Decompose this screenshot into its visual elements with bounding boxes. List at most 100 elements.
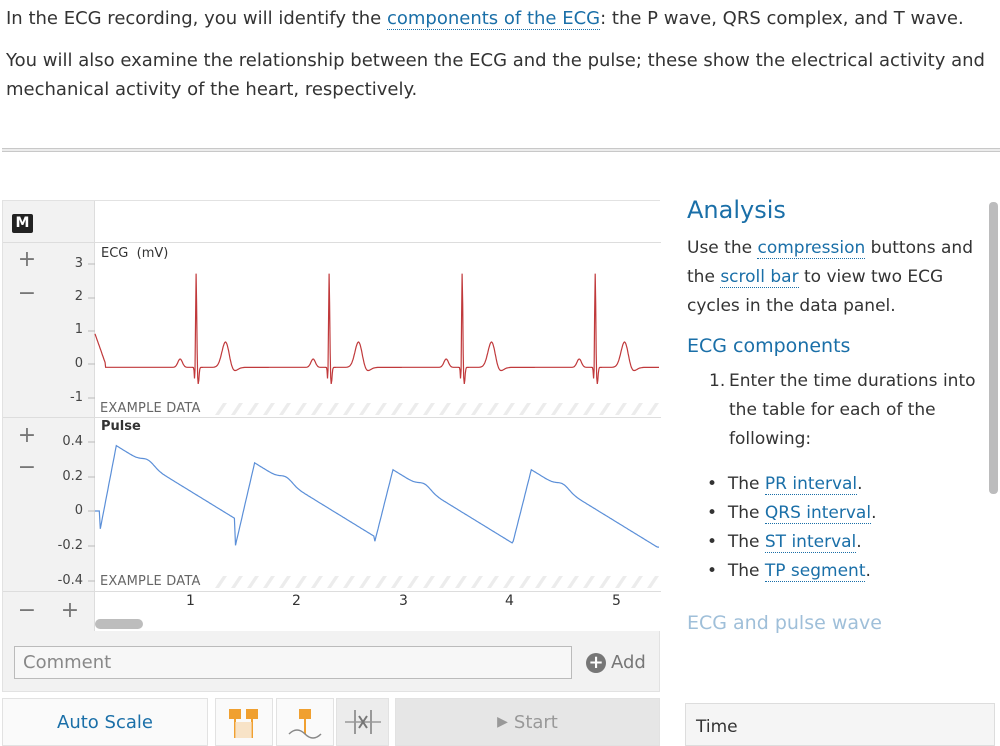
remove-marker-button[interactable]	[336, 698, 389, 746]
two-marker-button[interactable]	[215, 698, 273, 746]
time-tick-label: 2	[292, 593, 301, 609]
pulse-tick-label: 0.2	[62, 469, 83, 484]
watermark-hatch	[327, 403, 339, 415]
item-text: .	[857, 474, 863, 494]
watermark-hatch	[519, 403, 531, 415]
compression-link[interactable]: compression	[757, 238, 866, 259]
analysis-instructions: Use the compression buttons and the scro…	[687, 234, 987, 321]
watermark-hatch	[551, 403, 563, 415]
results-table-header: Time	[685, 703, 995, 746]
instruction-text: Use the	[687, 238, 758, 258]
pulse-channel-name: Pulse	[101, 419, 141, 434]
ecg-pulse-heading: ECG and pulse wave	[687, 612, 882, 634]
watermark-hatch	[455, 576, 467, 588]
watermark-hatch	[263, 576, 275, 588]
ecg-tick-label: 3	[74, 256, 83, 271]
watermark-hatch	[231, 403, 243, 415]
watermark-hatch	[311, 576, 323, 588]
watermark-hatch	[263, 403, 275, 415]
pulse-zoom-out-button[interactable]: −	[17, 455, 37, 480]
ecg-channel-unit: (mV)	[136, 246, 169, 261]
channel-divider	[3, 591, 661, 592]
ecg-tick-label: 0	[74, 356, 83, 371]
components-link[interactable]: components of the ECG	[386, 8, 601, 30]
watermark-hatch	[343, 403, 355, 415]
pulse-zoom-in-button[interactable]: +	[17, 423, 37, 448]
start-button[interactable]: ▶ Start	[395, 698, 660, 746]
watermark-hatch	[647, 576, 659, 588]
watermark-hatch	[343, 576, 355, 588]
item-text: .	[865, 561, 871, 581]
watermark-hatch	[311, 403, 323, 415]
marker-button[interactable]	[276, 698, 334, 746]
ecg-channel-name: ECG	[101, 246, 129, 261]
pulse-tick-label: 0.4	[62, 434, 83, 449]
ecg-zoom-out-button[interactable]: −	[17, 281, 37, 306]
watermark-hatch	[599, 403, 611, 415]
recorder-header	[3, 201, 661, 243]
ecg-example-data-label: EXAMPLE DATA	[100, 401, 201, 416]
watermark-hatch	[615, 576, 627, 588]
mode-badge[interactable]: M	[12, 214, 33, 233]
time-compress-button[interactable]: −	[17, 598, 37, 623]
watermark-hatch	[423, 403, 435, 415]
plot-area[interactable]	[94, 201, 661, 631]
time-tick-label: 4	[505, 593, 514, 609]
ecg-channel-title: ECG (mV)	[101, 246, 168, 261]
watermark-hatch	[535, 576, 547, 588]
dual-marker-icon	[229, 709, 258, 738]
watermark-hatch	[327, 576, 339, 588]
watermark-hatch	[279, 576, 291, 588]
item-text: .	[871, 503, 877, 523]
marker-icon	[288, 709, 322, 739]
watermark-hatch	[295, 403, 307, 415]
tp-segment-link[interactable]: TP segment	[764, 561, 866, 582]
ecg-zoom-in-button[interactable]: +	[17, 247, 37, 272]
st-interval-link[interactable]: ST interval	[764, 532, 857, 553]
pulse-trace	[95, 444, 659, 548]
pr-interval-link[interactable]: PR interval	[764, 474, 858, 495]
add-label: Add	[611, 652, 646, 673]
scroll-bar-link[interactable]: scroll bar	[720, 267, 799, 288]
qrs-interval-link[interactable]: QRS interval	[764, 503, 872, 524]
pulse-tick-label: -0.4	[57, 573, 83, 588]
time-expand-button[interactable]: +	[60, 598, 80, 623]
comment-input[interactable]: Comment	[14, 646, 572, 679]
watermark-hatch	[439, 576, 451, 588]
watermark-hatch	[471, 576, 483, 588]
item-text: The	[727, 474, 765, 494]
list-item: • The QRS interval.	[707, 503, 877, 524]
watermark-hatch	[631, 403, 643, 415]
watermark-hatch	[631, 576, 643, 588]
watermark-hatch	[487, 576, 499, 588]
auto-scale-button[interactable]: Auto Scale	[2, 698, 208, 746]
watermark-hatch	[503, 576, 515, 588]
recorder-toolbar: Auto Scale ▶ Start	[2, 698, 660, 746]
watermark-hatch	[487, 403, 499, 415]
watermark-hatch	[535, 403, 547, 415]
watermark-hatch	[455, 403, 467, 415]
watermark-hatch	[391, 403, 403, 415]
list-item: • The TP segment.	[707, 561, 871, 582]
plus-icon: +	[586, 652, 606, 673]
watermark-hatch	[215, 576, 227, 588]
intro-text-segment: : the P wave, QRS complex, and T wave.	[600, 8, 964, 29]
add-comment-button[interactable]: + Add	[586, 652, 646, 673]
watermark-hatch	[471, 403, 483, 415]
watermark-hatch	[231, 576, 243, 588]
intro-text: In the ECG recording, you will identify …	[6, 4, 986, 117]
watermark-hatch	[359, 576, 371, 588]
instruction-text: buttons and the	[687, 238, 973, 287]
channel-divider	[3, 417, 661, 418]
pulse-example-data-label: EXAMPLE DATA	[100, 574, 201, 589]
watermark-hatch	[295, 576, 307, 588]
watermark-hatch	[567, 576, 579, 588]
watermark-hatch	[391, 576, 403, 588]
panel-scrollbar[interactable]	[989, 202, 998, 494]
ecg-tick-label: 2	[74, 289, 83, 304]
watermark-hatch	[583, 576, 595, 588]
watermark-hatch	[615, 403, 627, 415]
time-scrollbar-thumb[interactable]	[95, 619, 143, 629]
step-number: 1.	[709, 371, 726, 391]
item-text: The	[727, 532, 765, 552]
